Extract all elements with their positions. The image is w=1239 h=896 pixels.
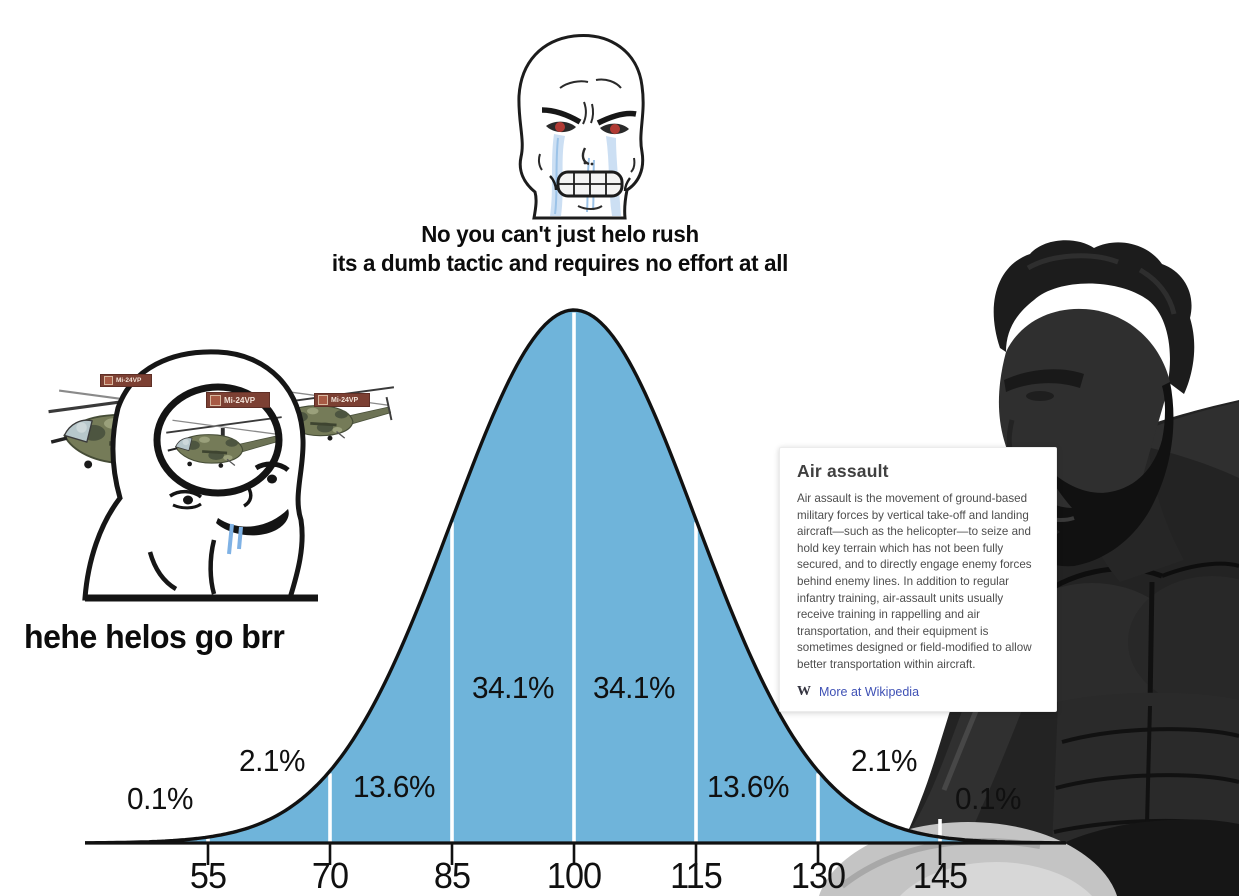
wikipedia-w-icon: W: [797, 683, 811, 699]
helicopter-plaque-label: Mi-24VP: [224, 395, 256, 405]
x-tick-label: 85: [433, 855, 471, 896]
segment-percent-label: 2.1%: [851, 743, 917, 778]
helicopter-plaque: Mi-24VP: [206, 392, 270, 408]
segment-percent-label: 13.6%: [707, 769, 789, 804]
wikipedia-link-row: W More at Wikipedia: [797, 684, 1039, 700]
wikipedia-card-title: Air assault: [797, 461, 889, 481]
segment-percent-label: 13.6%: [353, 769, 435, 804]
wikipedia-card-body: Air assault is the movement of ground-ba…: [797, 492, 1032, 671]
helicopter-emblem-icon: [104, 376, 113, 385]
more-at-wikipedia-link[interactable]: More at Wikipedia: [819, 684, 920, 699]
brainlet-wojak: [49, 349, 396, 602]
x-axis-ticks: [206, 844, 942, 865]
x-tick-label: 70: [311, 855, 349, 896]
helicopter-plaque: Mi-24VP: [314, 393, 370, 407]
x-tick-label: 100: [546, 855, 602, 896]
helicopter-emblem-icon: [210, 394, 221, 406]
segment-percent-label: 0.1%: [955, 781, 1021, 816]
x-tick-label: 55: [189, 855, 227, 896]
wikipedia-card: Air assault Air assault is the movement …: [779, 447, 1057, 712]
bell-curve: [85, 308, 1066, 865]
segment-percent-label: 34.1%: [472, 670, 554, 705]
brainlet-caption: hehe helos go brr: [24, 618, 285, 655]
top-caption-line1: No you can't just helo rush: [421, 221, 699, 247]
x-tick-label: 115: [670, 855, 723, 896]
segment-percent-label: 34.1%: [593, 670, 675, 705]
x-tick-label: 130: [790, 855, 846, 896]
crying-wojak: [517, 33, 645, 220]
helicopter-plaque: Mi-24VP: [100, 374, 152, 387]
top-caption-line2: its a dumb tactic and requires no effort…: [331, 250, 789, 276]
helicopter-emblem-icon: [318, 395, 328, 405]
x-tick-label: 145: [912, 855, 968, 896]
segment-percent-label: 0.1%: [127, 781, 193, 816]
helicopter-plaque-label: Mi-24VP: [331, 396, 359, 404]
segment-percent-label: 2.1%: [239, 743, 305, 778]
bell-curve-outline: [85, 308, 1065, 845]
helicopter-plaque-label: Mi-24VP: [116, 377, 142, 384]
top-caption: No you can't just helo rush its a dumb t…: [182, 220, 939, 278]
